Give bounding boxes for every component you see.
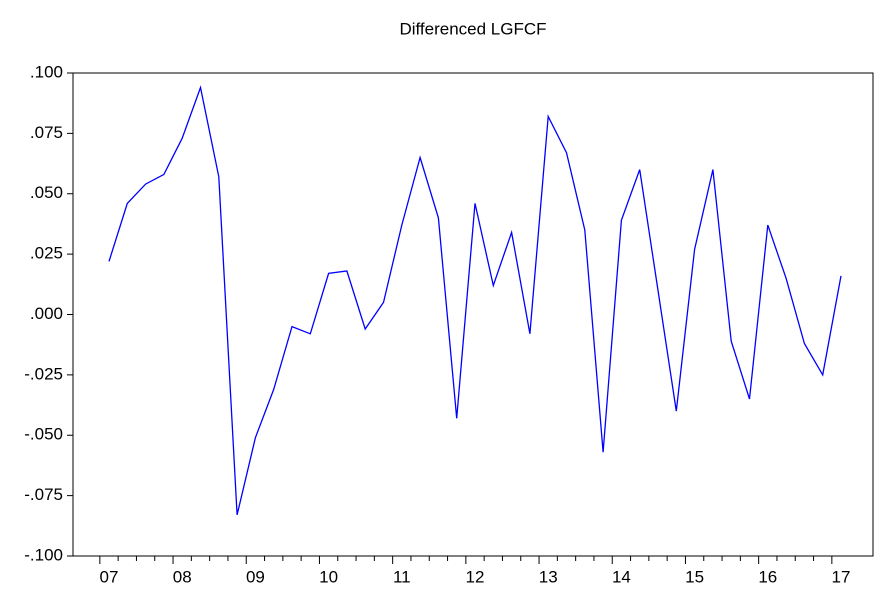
plot-frame bbox=[72, 72, 874, 557]
x-tick-label: 16 bbox=[758, 567, 777, 586]
x-tick-label: 12 bbox=[466, 567, 485, 586]
y-tick-label: .100 bbox=[30, 62, 63, 81]
data-line bbox=[108, 85, 842, 516]
y-tick-label: .050 bbox=[30, 183, 63, 202]
y-tick-label: -.025 bbox=[24, 364, 63, 383]
y-tick-label: -.100 bbox=[24, 545, 63, 564]
y-tick-label: .000 bbox=[30, 304, 63, 323]
x-tick-label: 13 bbox=[539, 567, 558, 586]
x-tick-label: 15 bbox=[685, 567, 704, 586]
chart-title: Differenced LGFCF bbox=[399, 19, 546, 38]
x-tick-label: 07 bbox=[100, 567, 119, 586]
y-tick-label: .075 bbox=[30, 123, 63, 142]
x-tick-label: 10 bbox=[319, 567, 338, 586]
y-tick-label: -.075 bbox=[24, 485, 63, 504]
x-tick-label: 08 bbox=[173, 567, 192, 586]
y-tick-label: -.050 bbox=[24, 425, 63, 444]
x-tick-label: 09 bbox=[246, 567, 265, 586]
x-tick-label: 14 bbox=[612, 567, 631, 586]
y-tick-label: .025 bbox=[30, 244, 63, 263]
x-tick-label: 11 bbox=[393, 567, 411, 586]
x-tick-label: 17 bbox=[832, 567, 851, 586]
